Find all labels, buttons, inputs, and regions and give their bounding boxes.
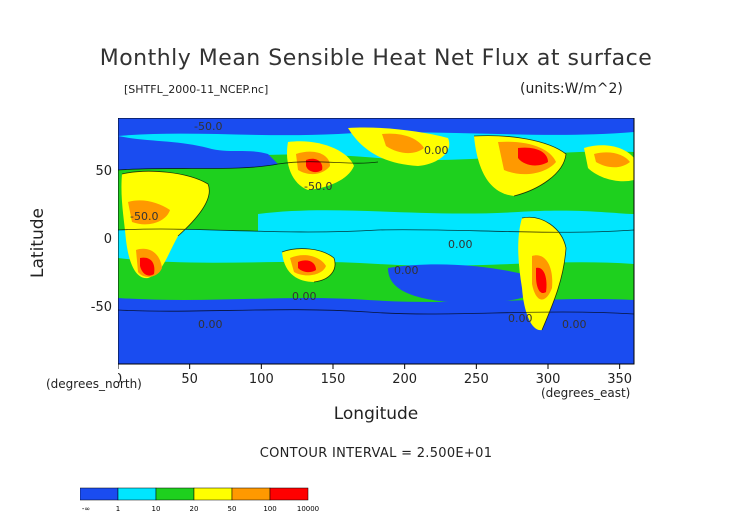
contour-label: 0.00 xyxy=(292,290,317,303)
contour-label: 0.00 xyxy=(448,238,473,251)
x-tick-label: 100 xyxy=(249,372,274,387)
region-npacific-orange xyxy=(382,133,424,154)
region-blue-atlantic xyxy=(118,136,278,170)
y-tick-label: -50 xyxy=(90,300,112,316)
colorbar: -∞ 1 10 20 50 100 10000 xyxy=(80,487,319,513)
source-label: [SHTFL_2000-11_NCEP.nc] xyxy=(124,83,269,96)
colorbar-swatch xyxy=(80,487,119,501)
contour-label: 0.00 xyxy=(394,264,419,277)
x-tick-label: 50 xyxy=(181,372,198,387)
colorbar-swatch xyxy=(117,487,157,501)
plot-frame xyxy=(118,118,635,365)
colorbar-swatch xyxy=(155,487,195,501)
x-axis: 0 50 100 150 200 250 300 350 xyxy=(118,364,632,387)
units-label: (units:W/m^2) xyxy=(520,81,623,97)
colorbar-tick-label: 20 xyxy=(190,505,199,513)
colorbar-tick-label: 50 xyxy=(228,505,237,513)
chart-title: Monthly Mean Sensible Heat Net Flux at s… xyxy=(99,46,653,71)
colorbar-tick-label: 100 xyxy=(263,505,276,513)
colorbar-swatch xyxy=(231,487,271,501)
colorbar-tick-label: 10000 xyxy=(297,505,319,513)
heatmap-field: -50.0 -50.0 -50.0 0.00 0.00 0.00 0.00 0.… xyxy=(118,118,634,364)
contour-label: 0.00 xyxy=(562,318,587,331)
colorbar-swatch xyxy=(269,487,309,501)
contour-label: -50.0 xyxy=(130,210,158,223)
x-axis-note: (degrees_east) xyxy=(541,386,631,400)
y-axis-note: (degrees_north) xyxy=(46,377,142,391)
heatmap-plot: -50.0 -50.0 -50.0 0.00 0.00 0.00 0.00 0.… xyxy=(118,118,635,387)
y-tick-label: 0 xyxy=(103,232,112,247)
x-tick-label: 0 xyxy=(118,372,122,387)
x-tick-label: 150 xyxy=(321,372,346,387)
region-namerica-hot xyxy=(518,147,548,166)
contour-label: 0.00 xyxy=(198,318,223,331)
region-samerica-hot xyxy=(536,267,547,294)
region-blue-south xyxy=(118,298,634,364)
contour-label: -50.0 xyxy=(194,120,222,133)
contour-interval: CONTOUR INTERVAL = 2.500E+01 xyxy=(259,446,493,461)
region-blue-pacific xyxy=(388,264,540,303)
colorbar-tick-label: 10 xyxy=(152,505,161,513)
y-tick-label: 50 xyxy=(95,163,112,179)
x-tick-label: 300 xyxy=(536,372,561,387)
region-natlantic-orange xyxy=(594,152,630,168)
x-tick-label: 200 xyxy=(392,372,417,387)
x-tick-label: 350 xyxy=(607,372,632,387)
colorbar-tick-label: 1 xyxy=(116,505,120,513)
colorbar-tick-label: -∞ xyxy=(82,505,90,513)
region-sahel xyxy=(128,200,170,225)
x-tick-label: 250 xyxy=(464,372,489,387)
x-axis-label: Longitude xyxy=(333,404,419,424)
contour-label: -50.0 xyxy=(304,180,332,193)
region-australia-hot xyxy=(298,260,316,273)
region-south-africa-hot xyxy=(140,257,155,276)
region-blue-north xyxy=(118,118,634,136)
contour-label: 0.00 xyxy=(424,144,449,157)
colorbar-swatch xyxy=(193,487,233,501)
region-cyan-equator xyxy=(258,210,634,250)
contour-lines xyxy=(118,135,634,331)
contour-label: 0.00 xyxy=(508,312,533,325)
